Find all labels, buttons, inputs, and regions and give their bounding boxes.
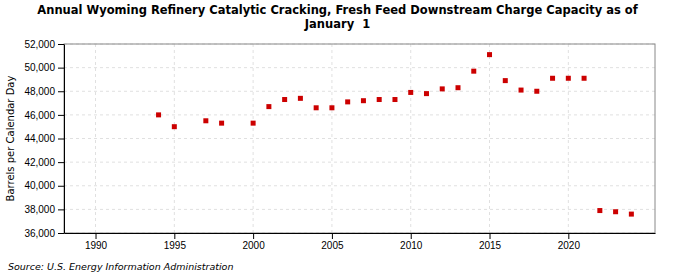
tick: 42,000 <box>24 157 64 168</box>
grid-line <box>64 114 655 115</box>
tick-label: 2020 <box>558 240 581 251</box>
grid-line <box>331 44 332 233</box>
tick-mark <box>58 186 64 187</box>
point <box>282 97 287 102</box>
tick: 2020 <box>558 233 581 251</box>
tick: 36,000 <box>24 228 64 239</box>
y-axis: 36,000 38,000 40,000 42,000 44,000 46,000 48,0… <box>24 39 64 239</box>
point <box>172 124 177 129</box>
axis-line <box>64 45 65 234</box>
point <box>314 105 319 110</box>
tick-label: 44,000 <box>24 133 55 144</box>
tick: 40,000 <box>24 180 64 191</box>
tick: 1990 <box>85 233 108 251</box>
point <box>503 78 508 83</box>
point <box>629 212 634 217</box>
grid-line <box>64 138 655 139</box>
grid-line <box>64 209 655 210</box>
tick-mark <box>332 233 333 239</box>
tick-mark <box>58 68 64 69</box>
grid-line <box>410 44 411 233</box>
y-axis-title: Barrels per Calendar Day <box>5 76 16 202</box>
tick-mark <box>58 115 64 116</box>
tick-mark <box>568 233 569 239</box>
tick: 1995 <box>164 233 187 251</box>
point <box>219 121 224 126</box>
point <box>251 121 256 126</box>
tick-label: 36,000 <box>24 228 55 239</box>
source: Source: U.S. Energy Information Administ… <box>8 261 233 272</box>
point <box>424 91 429 96</box>
point <box>566 76 571 81</box>
tick: 2000 <box>242 233 265 251</box>
point <box>487 52 492 57</box>
point <box>298 96 303 101</box>
tick-mark <box>411 233 412 239</box>
point <box>377 97 382 102</box>
point <box>345 99 350 104</box>
tick-label: 50,000 <box>24 62 55 73</box>
tick: 2015 <box>479 233 502 251</box>
point <box>266 104 271 109</box>
tick: 46,000 <box>24 110 64 121</box>
tick: 50,000 <box>24 62 64 73</box>
tick-mark <box>490 233 491 239</box>
tick-label: 2005 <box>321 240 344 251</box>
point <box>392 97 397 102</box>
tick-label: 52,000 <box>24 39 55 50</box>
point <box>156 112 161 117</box>
grid-line <box>64 185 655 186</box>
tick-label: 48,000 <box>24 86 55 97</box>
tick-mark <box>58 209 64 210</box>
point <box>203 118 208 123</box>
tick-label: 46,000 <box>24 110 55 121</box>
grid <box>64 44 655 233</box>
tick: 52,000 <box>24 39 64 50</box>
tick-label: 2010 <box>400 240 423 251</box>
grid-line <box>64 67 655 68</box>
point <box>534 89 539 94</box>
tick-label: 42,000 <box>24 157 55 168</box>
chart: 1990 1995 2000 2005 2010 2015 2020 36,000 38,000… <box>0 0 675 275</box>
tick: 44,000 <box>24 133 64 144</box>
tick-mark <box>174 233 175 239</box>
tick: 2010 <box>400 233 423 251</box>
x-axis: 1990 1995 2000 2005 2010 2015 2020 <box>65 233 656 251</box>
tick-label: 1995 <box>164 240 187 251</box>
point <box>597 208 602 213</box>
tick-mark <box>58 162 64 163</box>
axis-line <box>65 233 656 234</box>
tick-mark <box>58 139 64 140</box>
tick-mark <box>96 233 97 239</box>
tick-label: 2000 <box>242 240 265 251</box>
tick: 38,000 <box>24 204 64 215</box>
tick: 2005 <box>321 233 344 251</box>
tick-mark <box>58 233 64 234</box>
tick-label: 40,000 <box>24 180 55 191</box>
point <box>329 105 334 110</box>
plot-area: 1990 1995 2000 2005 2010 2015 2020 36,000 38,000… <box>24 39 655 251</box>
points <box>156 52 634 216</box>
point <box>550 76 555 81</box>
tick-mark <box>58 44 64 45</box>
tick-mark <box>253 233 254 239</box>
point <box>582 76 587 81</box>
point <box>408 90 413 95</box>
grid-line <box>489 44 490 233</box>
point <box>519 88 524 93</box>
point <box>361 98 366 103</box>
tick-mark <box>58 91 64 92</box>
grid-line <box>64 162 655 163</box>
point <box>456 85 461 90</box>
tick: 48,000 <box>24 86 64 97</box>
tick-label: 2015 <box>479 240 502 251</box>
point <box>613 209 618 214</box>
grid-line <box>64 91 655 92</box>
title: Annual Wyoming Refinery Catalytic Cracki… <box>37 3 638 31</box>
point <box>471 69 476 74</box>
point <box>440 86 445 91</box>
tick-label: 38,000 <box>24 204 55 215</box>
tick-label: 1990 <box>85 240 108 251</box>
plot-frame <box>64 44 655 233</box>
